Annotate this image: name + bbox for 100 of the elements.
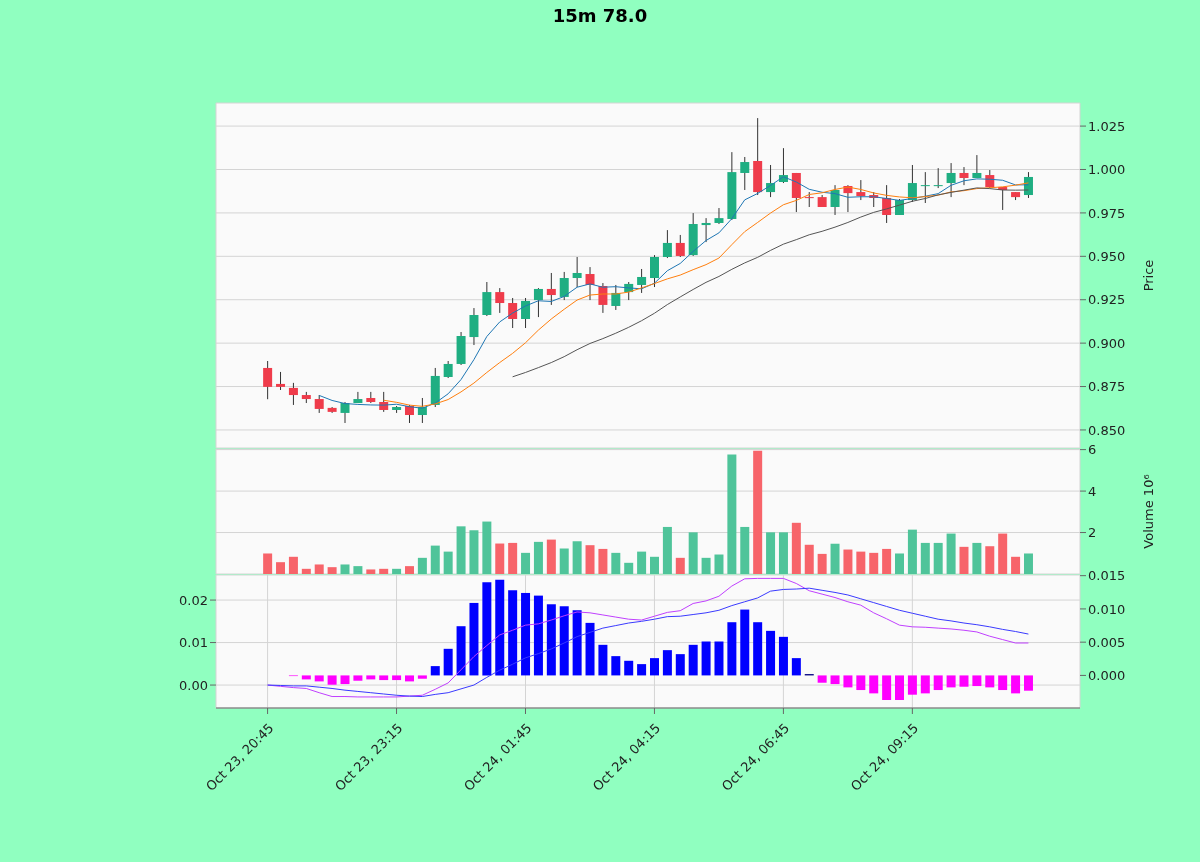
bar bbox=[830, 675, 840, 685]
bar bbox=[443, 648, 453, 676]
bar bbox=[546, 604, 556, 676]
candlestick bbox=[288, 382, 298, 406]
bar bbox=[301, 675, 311, 680]
candlestick bbox=[650, 254, 659, 288]
bar bbox=[585, 622, 595, 676]
candlestick bbox=[340, 401, 350, 424]
bar bbox=[985, 546, 995, 574]
bar bbox=[972, 675, 982, 687]
bar bbox=[598, 644, 608, 676]
y-tick-label: 0.875 bbox=[1088, 379, 1126, 395]
bar bbox=[675, 557, 685, 574]
bar bbox=[482, 582, 492, 676]
bar bbox=[766, 630, 776, 676]
bar bbox=[521, 592, 531, 676]
bar bbox=[366, 569, 376, 574]
bar bbox=[495, 543, 505, 574]
bar bbox=[985, 675, 995, 688]
candlestick bbox=[521, 297, 531, 329]
bar bbox=[301, 568, 311, 574]
bar bbox=[572, 541, 582, 574]
bar bbox=[637, 664, 647, 676]
candlestick bbox=[559, 271, 569, 301]
bar bbox=[533, 541, 543, 574]
bar bbox=[314, 675, 324, 682]
bar bbox=[456, 626, 466, 676]
bar bbox=[650, 658, 659, 676]
bar bbox=[701, 641, 711, 676]
candlestick bbox=[508, 297, 518, 329]
candlestick bbox=[482, 281, 492, 317]
bar bbox=[456, 526, 466, 574]
bar bbox=[546, 539, 556, 574]
bar bbox=[340, 564, 350, 574]
y-tick-label: 4 bbox=[1088, 483, 1097, 499]
bar bbox=[791, 522, 801, 574]
bar bbox=[637, 551, 647, 574]
bar bbox=[404, 566, 414, 574]
bar bbox=[753, 450, 763, 574]
bar bbox=[856, 675, 866, 691]
chart-title: 15m 78.0 bbox=[551, 5, 649, 26]
y-tick-label: 2 bbox=[1088, 525, 1097, 541]
candlestick bbox=[675, 234, 685, 258]
bar bbox=[263, 553, 273, 574]
bar bbox=[791, 658, 801, 676]
bar bbox=[276, 562, 286, 574]
bar bbox=[753, 622, 763, 676]
bar bbox=[611, 552, 621, 574]
bar bbox=[869, 552, 879, 574]
bar bbox=[920, 675, 930, 694]
y-tick-label: 0.975 bbox=[1088, 205, 1126, 221]
bar bbox=[417, 675, 427, 679]
bar bbox=[740, 609, 750, 676]
bar bbox=[714, 641, 724, 676]
candlestick bbox=[714, 207, 724, 225]
y-tick-label: 6 bbox=[1088, 442, 1097, 458]
candlestick bbox=[856, 179, 866, 201]
bar bbox=[895, 675, 905, 701]
candlestick bbox=[701, 217, 711, 243]
bar bbox=[624, 660, 634, 676]
y-tick-label: 0.900 bbox=[1088, 335, 1126, 351]
bar bbox=[1011, 675, 1021, 694]
y2-tick-label: 0.015 bbox=[1088, 568, 1126, 584]
candlestick bbox=[959, 166, 969, 186]
bar bbox=[353, 675, 363, 681]
bar bbox=[933, 542, 943, 574]
bar bbox=[804, 544, 814, 574]
bar bbox=[559, 606, 569, 676]
y2-tick-label: 0.000 bbox=[1088, 668, 1126, 684]
bar bbox=[933, 675, 943, 691]
bar bbox=[778, 532, 788, 574]
bar bbox=[959, 546, 969, 574]
bar bbox=[946, 675, 956, 688]
bar bbox=[327, 567, 337, 574]
y-tick-label: 0.00 bbox=[179, 677, 208, 693]
bar bbox=[1023, 675, 1033, 691]
candlestick bbox=[662, 229, 672, 259]
candlestick bbox=[469, 307, 479, 346]
y-axis-title: Volume 10⁶ bbox=[1140, 474, 1156, 549]
bar bbox=[314, 564, 324, 574]
bar bbox=[895, 553, 905, 574]
y-tick-label: 0.950 bbox=[1088, 248, 1126, 264]
candlestick bbox=[572, 256, 582, 288]
bar bbox=[998, 533, 1008, 574]
bar bbox=[882, 675, 892, 701]
bar bbox=[946, 533, 956, 574]
bar bbox=[327, 675, 337, 685]
bar bbox=[959, 675, 969, 687]
bar bbox=[585, 545, 595, 574]
candlestick bbox=[637, 268, 647, 294]
bar bbox=[740, 526, 750, 574]
bar bbox=[972, 542, 982, 574]
y-tick-label: 0.850 bbox=[1088, 422, 1126, 438]
bar bbox=[404, 675, 414, 682]
bar bbox=[611, 656, 621, 676]
bar bbox=[817, 675, 827, 683]
bar bbox=[533, 595, 543, 676]
y-tick-label: 1.025 bbox=[1088, 118, 1126, 134]
bar bbox=[766, 532, 776, 574]
bar bbox=[869, 675, 879, 694]
